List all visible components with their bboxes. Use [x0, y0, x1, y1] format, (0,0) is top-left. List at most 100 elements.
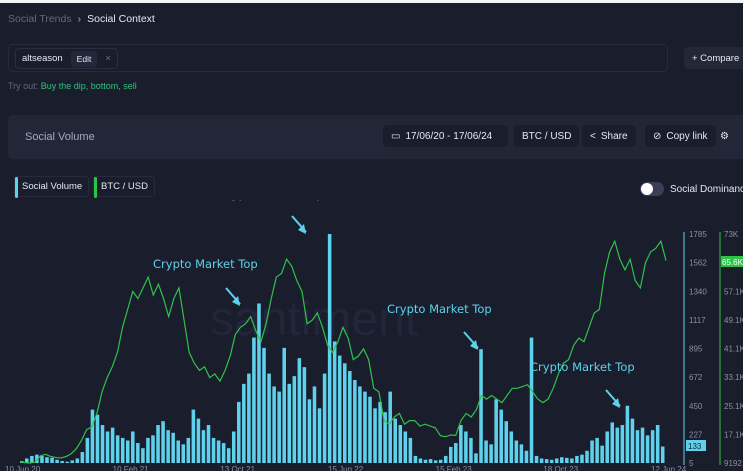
volume-bar — [40, 455, 44, 463]
volume-bar — [85, 437, 90, 463]
left-axis-tick: 1785 — [689, 230, 707, 239]
social-dominance-label: Social Dominance — [670, 184, 743, 195]
volume-bar — [272, 386, 276, 463]
volume-bar — [655, 425, 660, 463]
volume-bar — [242, 383, 246, 463]
volume-bar — [267, 373, 271, 463]
edit-button[interactable]: Edit — [70, 50, 98, 67]
right-axis-tick: 57.1K — [724, 287, 743, 296]
volume-bar — [398, 425, 403, 463]
share-label: Share — [600, 130, 628, 142]
volume-bar — [50, 457, 54, 463]
volume-bar — [45, 457, 49, 463]
volume-bar — [206, 425, 211, 463]
right-axis-tick: 49.1K — [724, 316, 743, 325]
volume-bar — [645, 435, 650, 463]
compare-button[interactable]: + Compare — [684, 47, 743, 69]
volume-bar — [90, 409, 95, 463]
volume-bar — [595, 437, 599, 463]
left-axis-tick: 5 — [689, 459, 694, 468]
volume-bar — [237, 401, 241, 463]
chart[interactable]: santiment 178515621340111789567245022757… — [0, 200, 743, 471]
volume-bar — [413, 455, 418, 463]
tryout-label: Try out: — [8, 81, 39, 91]
current-volume-value: 133 — [688, 442, 702, 451]
volume-bar — [60, 461, 64, 463]
volume-bar — [348, 371, 352, 463]
volume-bar — [221, 443, 226, 463]
copy-link-button[interactable]: ⊘ Copy link — [645, 125, 716, 147]
right-axis-tick: 73K — [724, 230, 739, 239]
volume-bar — [418, 458, 423, 463]
volume-bar — [539, 458, 544, 463]
current-volume-badge — [686, 440, 706, 451]
arrowhead-icon — [298, 224, 306, 234]
current-price-value: 65.6K — [722, 258, 743, 267]
volume-bar — [630, 418, 635, 463]
volume-bar — [388, 391, 392, 463]
volume-bar — [403, 431, 408, 463]
annotation-label: Crypto Market Top — [530, 360, 635, 374]
volume-bar — [186, 437, 191, 463]
right-axis-tick: 17.1K — [724, 430, 743, 439]
volume-bar — [312, 386, 317, 463]
volume-bar — [100, 425, 105, 463]
left-axis-tick: 672 — [689, 373, 703, 382]
social-dominance-toggle[interactable] — [640, 182, 664, 196]
volume-bar — [474, 453, 478, 463]
volume-bar — [70, 460, 75, 463]
volume-bar — [211, 437, 216, 463]
breadcrumb-parent[interactable]: Social Trends — [8, 13, 72, 25]
pair-button[interactable]: BTC / USD — [514, 125, 580, 147]
chart-toolbar: Social Volume ▭ 17/06/20 - 17/06/24 BTC /… — [8, 115, 743, 159]
annotation-label: Crypto Market Top — [219, 200, 324, 201]
volume-bar — [216, 440, 221, 463]
left-axis-tick: 1340 — [689, 287, 707, 296]
volume-bar — [146, 437, 150, 463]
date-range-button[interactable]: ▭ 17/06/20 - 17/06/24 — [383, 125, 508, 147]
volume-bar — [494, 399, 498, 463]
volume-bar — [650, 430, 655, 463]
search-tag: altseason Edit × — [15, 48, 118, 69]
annotation-label: Crypto Market Top — [153, 257, 258, 271]
volume-bar — [408, 437, 413, 463]
volume-bar — [30, 455, 34, 463]
volume-bar — [448, 446, 453, 463]
x-axis-tick: 15 Feb 23 — [436, 465, 473, 471]
link-icon: ⊘ — [653, 130, 662, 142]
volume-bar — [110, 427, 115, 463]
gear-icon[interactable]: ⚙ — [720, 130, 729, 142]
price-line — [19, 239, 667, 464]
tryout-suggestions[interactable]: Buy the dip, bottom, sell — [40, 81, 137, 91]
date-range-label: 17/06/20 - 17/06/24 — [405, 130, 493, 142]
volume-bar — [565, 457, 569, 463]
volume-bar — [534, 455, 539, 463]
volume-bar — [393, 418, 398, 463]
volume-bar — [509, 431, 514, 463]
volume-bar — [257, 303, 261, 463]
share-button[interactable]: < Share — [582, 125, 636, 147]
volume-bar — [226, 448, 231, 463]
legend-social-volume[interactable]: Social Volume — [14, 176, 90, 198]
volume-bar — [75, 458, 80, 463]
volume-bar — [35, 454, 39, 463]
volume-bar — [368, 396, 372, 463]
volume-bar — [131, 431, 135, 463]
search-input[interactable]: altseason Edit × — [8, 44, 668, 72]
x-axis-tick: 15 Jun 22 — [328, 465, 364, 471]
current-price-badge — [721, 256, 743, 267]
breadcrumb-current: Social Context — [87, 13, 155, 25]
close-icon[interactable]: × — [105, 53, 111, 64]
arrowhead-icon — [612, 398, 620, 408]
legend-btc-usd[interactable]: BTC / USD — [93, 176, 155, 198]
volume-bar — [156, 425, 160, 463]
volume-bar — [610, 422, 615, 463]
volume-bar — [343, 363, 347, 463]
volume-bar — [252, 337, 256, 463]
tag-label: altseason — [22, 53, 63, 64]
volume-bar — [428, 459, 433, 463]
volume-bar — [302, 367, 307, 463]
share-icon: < — [590, 130, 596, 142]
left-axis-tick: 227 — [689, 430, 703, 439]
volume-bar — [615, 427, 620, 463]
